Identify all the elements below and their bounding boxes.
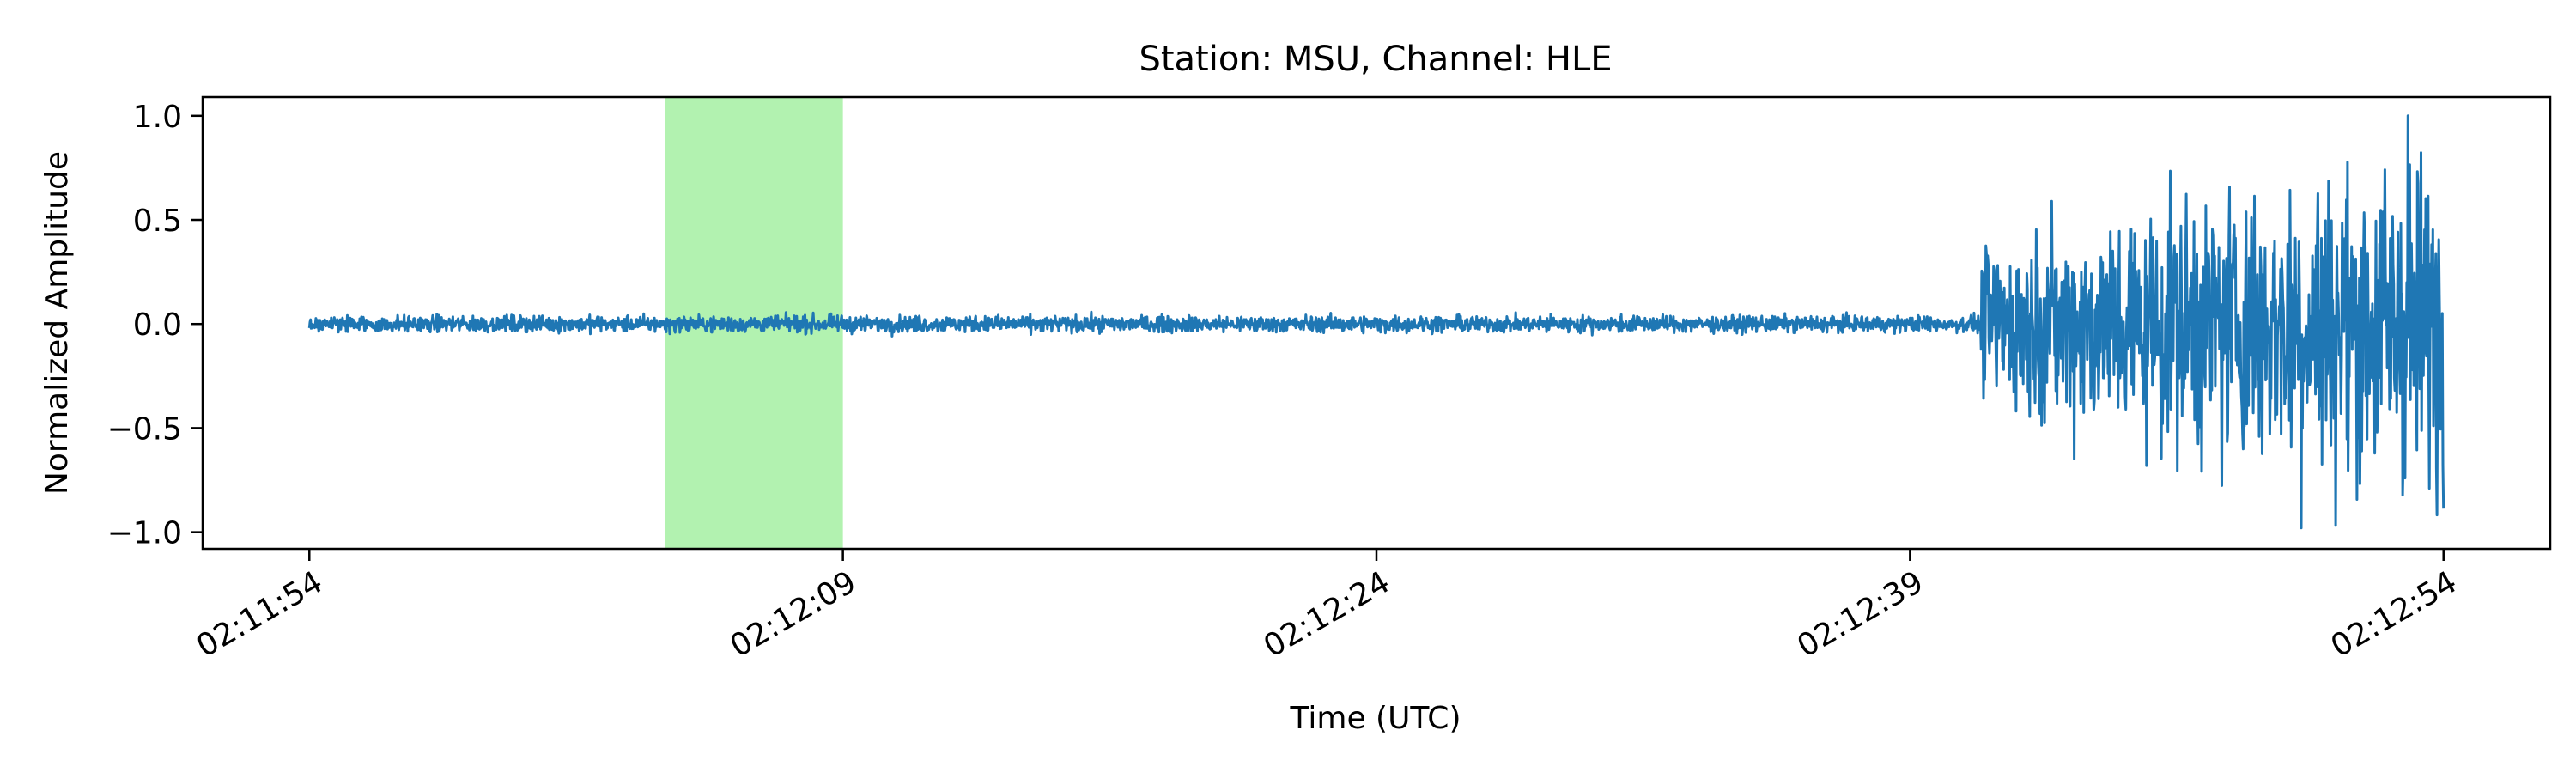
waveform-trace [307, 114, 2445, 530]
y-tick-label: 0.0 [133, 307, 182, 343]
trace-layer [307, 114, 2445, 530]
chart-title: Station: MSU, Channel: HLE [1139, 40, 1612, 79]
y-axis-label: Normalized Amplitude [39, 151, 75, 495]
y-tick-label: −0.5 [107, 411, 182, 447]
y-axis: 1.0 0.5 0.0 −0.5 −1.0 [107, 100, 203, 551]
y-tick-label: −1.0 [107, 516, 182, 551]
plot-area [307, 97, 2445, 549]
y-tick-label: 0.5 [133, 204, 182, 239]
y-tick-label: 1.0 [133, 100, 182, 135]
x-axis-label: Time (UTC) [1289, 701, 1461, 736]
